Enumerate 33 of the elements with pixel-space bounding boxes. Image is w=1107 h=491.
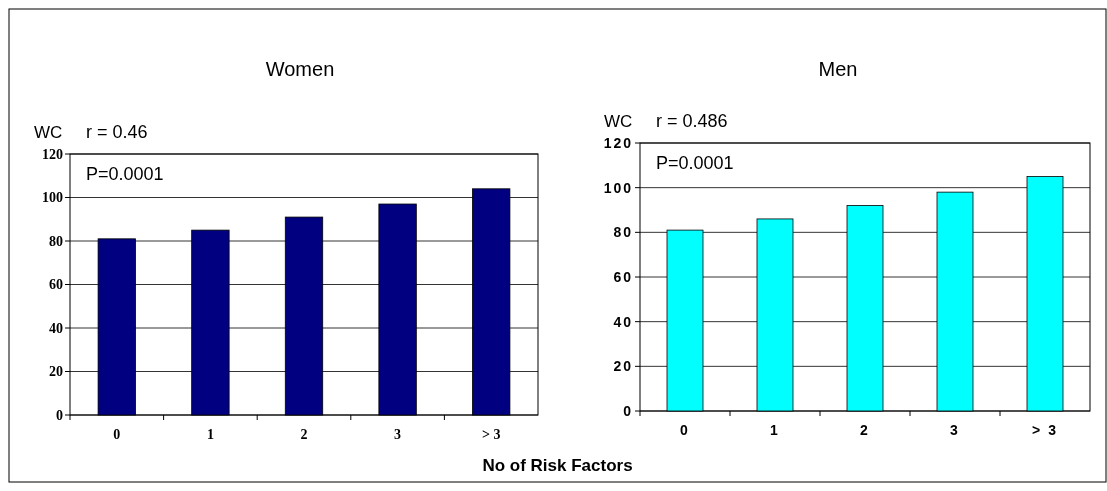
- x-tick-label: 1: [770, 422, 780, 438]
- y-tick-label: 120: [42, 146, 63, 162]
- chart-title: Men: [818, 58, 858, 80]
- y-tick-label: 0: [56, 407, 63, 423]
- x-tick-label: 3: [950, 422, 960, 438]
- y-tick-label: 100: [42, 190, 63, 206]
- text: r = 0.46: [86, 122, 148, 142]
- y-tick-label: 0: [623, 402, 633, 419]
- x-tick-label: 0: [113, 427, 121, 442]
- x-tick-label: 0: [680, 422, 690, 438]
- y-axis-title: WC: [34, 123, 63, 142]
- annotation: P=0.0001: [656, 153, 734, 173]
- y-axis-title: WC: [604, 112, 633, 131]
- chart-title: Women: [265, 58, 335, 80]
- x-tick-label: 1: [206, 427, 214, 442]
- x-tick-label: > 3: [1032, 422, 1058, 438]
- y-tick-label: 40: [613, 313, 633, 330]
- y-tick-label: 20: [613, 358, 633, 375]
- y-tick-label: 60: [613, 268, 633, 285]
- y-tick-label: 60: [49, 277, 63, 293]
- y-tick-label: 100: [603, 179, 633, 196]
- x-tick-label: 2: [300, 427, 308, 442]
- y-tick-label: 20: [49, 364, 63, 380]
- y-tick-label: 120: [603, 134, 633, 151]
- y-tick-label: 40: [49, 320, 63, 336]
- annotation: P=0.0001: [86, 164, 164, 184]
- y-tick-label: 80: [613, 224, 633, 241]
- x-axis-title: No of Risk Factors: [482, 456, 633, 475]
- x-tick-label: 3: [394, 427, 402, 442]
- y-tick-label: 80: [49, 233, 63, 249]
- x-tick-label: > 3: [481, 427, 501, 442]
- text: r = 0.486: [656, 111, 728, 131]
- x-tick-label: 2: [860, 422, 870, 438]
